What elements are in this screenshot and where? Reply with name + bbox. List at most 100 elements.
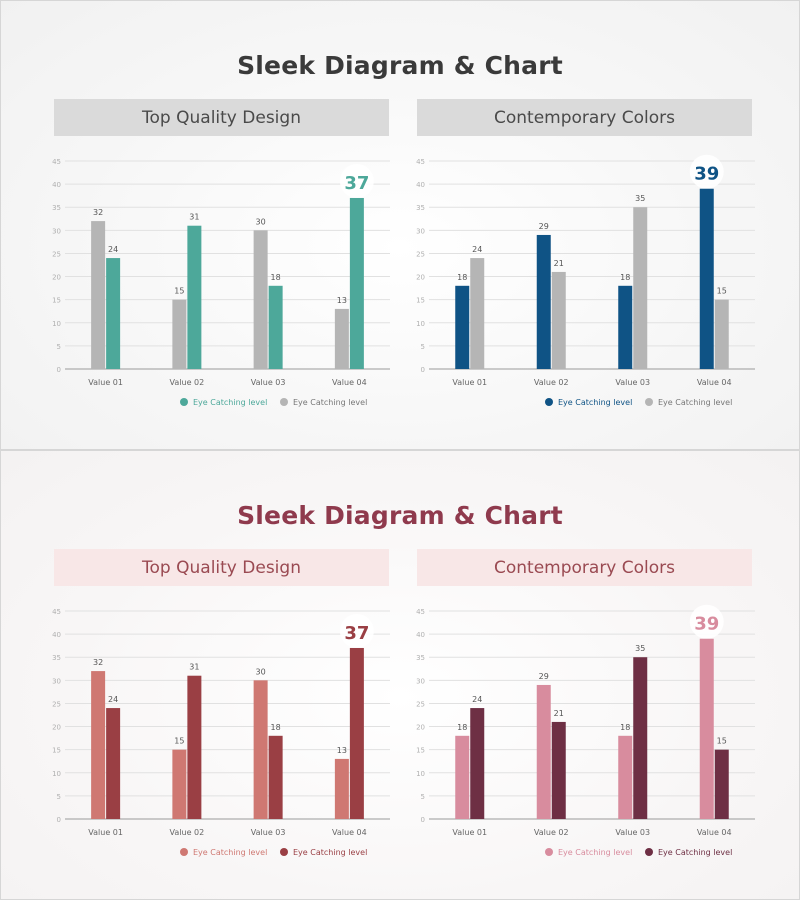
bar — [349, 197, 364, 369]
y-tick-label: 15 — [52, 747, 61, 755]
y-tick-label: 40 — [416, 181, 425, 189]
bar — [334, 308, 349, 369]
y-tick-label: 15 — [52, 297, 61, 305]
bar-value-label: 18 — [457, 273, 467, 282]
bar-value-label: 13 — [337, 746, 347, 755]
bar — [455, 735, 470, 819]
bar-value-label: 15 — [174, 737, 184, 746]
bar — [187, 225, 202, 369]
bar — [470, 708, 485, 819]
y-tick-label: 40 — [52, 181, 61, 189]
highlight-glow — [689, 154, 724, 189]
bar-value-label: 30 — [256, 217, 266, 226]
y-tick-label: 25 — [416, 250, 425, 258]
x-tick-label: Value 02 — [170, 378, 205, 387]
bar-value-label: 35 — [635, 644, 645, 653]
legend-label: Eye Catching level — [658, 398, 732, 407]
bar-value-label: 24 — [108, 695, 118, 704]
y-tick-label: 25 — [416, 700, 425, 708]
y-tick-label: 35 — [52, 204, 61, 212]
x-tick-label: Value 03 — [251, 828, 286, 837]
y-tick-label: 15 — [416, 297, 425, 305]
x-tick-label: Value 03 — [251, 378, 286, 387]
bar — [91, 671, 106, 819]
bar — [618, 735, 633, 819]
y-tick-label: 0 — [421, 816, 425, 824]
bar — [618, 285, 633, 369]
legend-label: Eye Catching level — [293, 398, 367, 407]
legend-swatch — [180, 398, 188, 406]
bar-value-label: 15 — [717, 737, 727, 746]
y-tick-label: 20 — [52, 724, 61, 732]
bar-value-label: 13 — [337, 296, 347, 305]
y-tick-label: 20 — [416, 724, 425, 732]
x-tick-label: Value 04 — [332, 378, 367, 387]
bar — [106, 708, 121, 819]
y-tick-label: 30 — [52, 677, 61, 685]
bar-value-label: 18 — [457, 723, 467, 732]
legend-label: Eye Catching level — [558, 848, 632, 857]
bar-value-label: 35 — [635, 194, 645, 203]
y-tick-label: 30 — [52, 227, 61, 235]
bar-charts-top: 0 5 10 15 20 25 30 35 40 45 32 24 Value 01 15 31 Value … — [52, 154, 755, 407]
y-tick-label: 10 — [52, 770, 61, 778]
panel-header-right: Contemporary Colors — [417, 549, 752, 586]
y-tick-label: 5 — [421, 343, 425, 351]
bar-value-label: 24 — [108, 245, 118, 254]
bar — [714, 749, 729, 819]
x-tick-label: Value 04 — [697, 378, 732, 387]
highlight-value-label: 37 — [344, 173, 369, 194]
x-tick-label: Value 02 — [170, 828, 205, 837]
x-tick-label: Value 04 — [697, 828, 732, 837]
slide-title: Sleek Diagram & Chart — [237, 501, 563, 530]
bar — [349, 647, 364, 819]
y-tick-label: 35 — [416, 204, 425, 212]
bar — [633, 207, 648, 369]
bar — [699, 188, 714, 369]
x-tick-label: Value 01 — [88, 378, 123, 387]
bar — [268, 285, 283, 369]
legend-swatch — [280, 848, 288, 856]
y-tick-label: 10 — [416, 320, 425, 328]
bar — [551, 721, 566, 819]
highlight-value-label: 39 — [694, 614, 719, 635]
y-tick-label: 40 — [52, 631, 61, 639]
legend-swatch — [645, 848, 653, 856]
bar-value-label: 18 — [271, 723, 281, 732]
y-tick-label: 45 — [416, 608, 425, 616]
highlight-glow — [339, 613, 374, 648]
bar — [91, 221, 106, 369]
bar — [268, 735, 283, 819]
y-tick-label: 5 — [57, 793, 61, 801]
bar-value-label: 21 — [554, 709, 564, 718]
bar — [699, 638, 714, 819]
bar-value-label: 31 — [189, 213, 199, 222]
slide-title: Sleek Diagram & Chart — [237, 51, 563, 80]
bar — [536, 234, 551, 369]
legend-swatch — [545, 848, 553, 856]
bar-value-label: 32 — [93, 658, 103, 667]
panel-header-left: Top Quality Design — [54, 99, 389, 136]
bar-value-label: 30 — [256, 667, 266, 676]
highlight-value-label: 39 — [694, 164, 719, 185]
highlight-value-label: 37 — [344, 623, 369, 644]
y-tick-label: 10 — [416, 770, 425, 778]
y-tick-label: 5 — [57, 343, 61, 351]
bar-chart-top-left: 0 5 10 15 20 25 30 35 40 45 32 24 Value 01 15 31 Value … — [52, 158, 390, 407]
x-tick-label: Value 03 — [615, 378, 650, 387]
bar-value-label: 29 — [539, 222, 549, 231]
x-tick-label: Value 02 — [534, 828, 569, 837]
y-tick-label: 35 — [416, 654, 425, 662]
y-tick-label: 40 — [416, 631, 425, 639]
bar — [714, 299, 729, 369]
y-tick-label: 0 — [57, 816, 61, 824]
highlight-glow — [339, 163, 374, 198]
bar-value-label: 24 — [472, 695, 482, 704]
bar — [455, 285, 470, 369]
bar-value-label: 32 — [93, 208, 103, 217]
highlight-glow — [689, 604, 724, 639]
y-tick-label: 20 — [416, 274, 425, 282]
x-tick-label: Value 02 — [534, 378, 569, 387]
y-tick-label: 10 — [52, 320, 61, 328]
x-tick-label: Value 01 — [452, 378, 487, 387]
